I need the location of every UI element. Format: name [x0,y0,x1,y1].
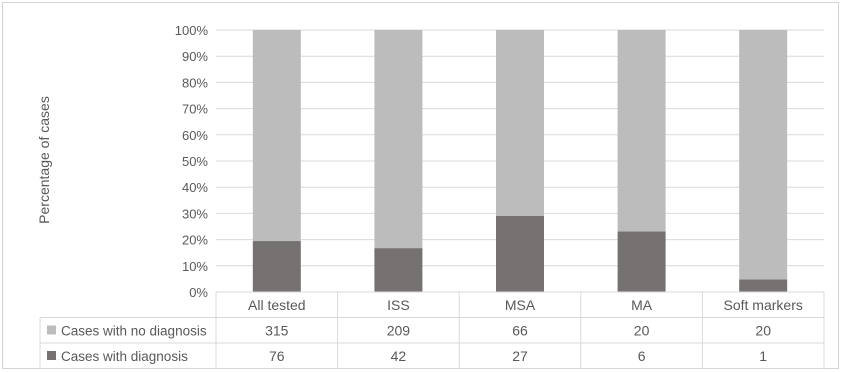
bar-no-diagnosis [617,30,666,232]
y-axis-label: Percentage of cases [36,96,52,224]
y-tick-label: 80% [182,75,208,90]
category-label: MA [631,297,653,313]
y-tick-label: 70% [182,102,208,117]
table-value: 42 [391,348,407,364]
bar-no-diagnosis [739,30,788,280]
data-table: All tested ISS MSA MA Soft markers Cases with… [39,291,825,369]
category-label: MSA [505,297,536,313]
bar-with-diagnosis [374,248,423,292]
y-axis-tick-labels: 0% 10% 20% 30% 40% 50% 60% 70% 80% 90% 100% [175,23,209,300]
y-tick-label: 100% [175,23,209,38]
y-tick-label: 10% [182,259,208,274]
y-tick-label: 40% [182,180,208,195]
y-tick-label: 50% [182,154,208,169]
y-tick-label: 90% [182,49,208,64]
legend-label: Cases with no diagnosis [61,324,207,339]
table-value: 20 [634,323,650,339]
table-value: 209 [387,323,411,339]
category-label: All tested [248,297,306,313]
bar-with-diagnosis [617,231,666,292]
y-tick-label: 30% [182,206,208,221]
y-tick-label: 60% [182,128,208,143]
table-value: 27 [512,348,528,364]
bar-with-diagnosis [496,215,544,292]
y-tick-label: 0% [189,285,208,300]
table-value: 20 [755,323,771,339]
y-tick-label: 20% [182,233,208,248]
bar-no-diagnosis [374,30,423,249]
bars [252,30,788,292]
category-label: ISS [387,297,410,313]
category-label: Soft markers [724,297,803,313]
legend-label: Cases with diagnosis [61,349,188,364]
table-value: 1 [759,348,767,364]
bar-no-diagnosis [496,30,544,216]
bar-no-diagnosis [252,30,301,242]
legend-swatch [47,351,56,360]
table-value: 66 [512,323,528,339]
table-value: 6 [638,348,646,364]
table-value: 315 [265,323,289,339]
bar-with-diagnosis [252,241,301,292]
legend-swatch [47,325,56,335]
table-value: 76 [269,348,285,364]
bar-with-diagnosis [739,279,788,292]
